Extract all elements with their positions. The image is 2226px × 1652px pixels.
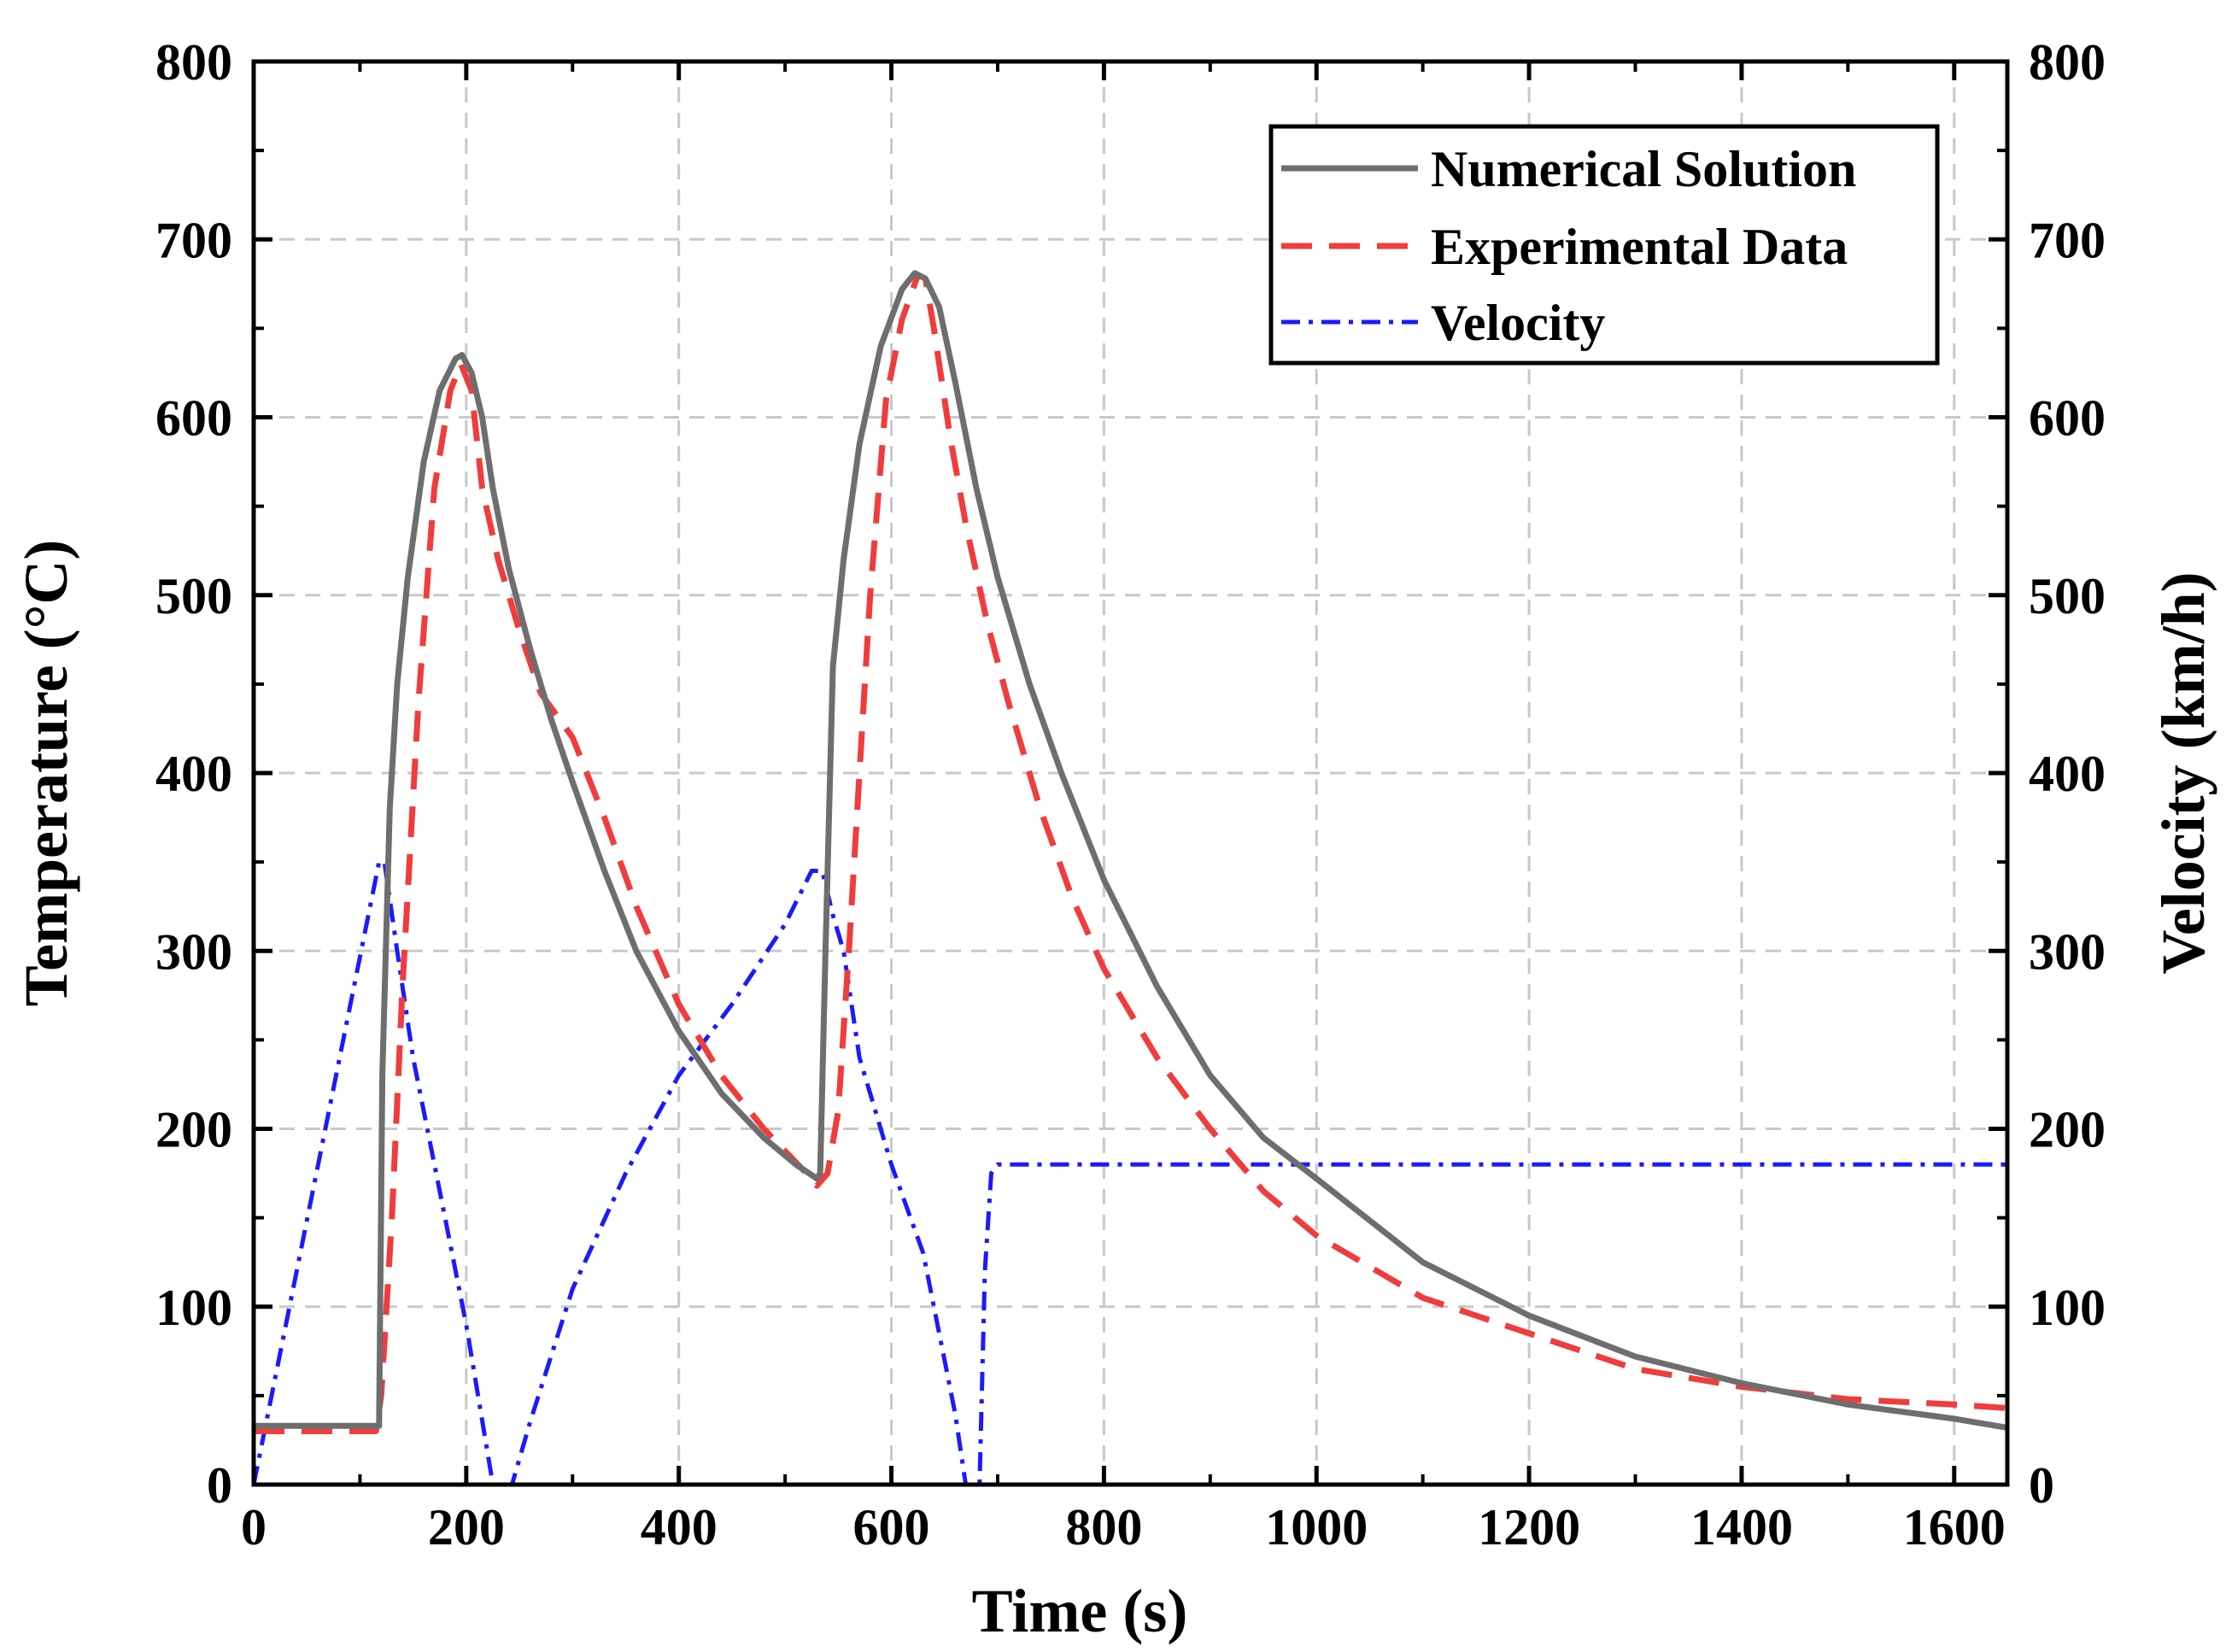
legend-label-numerical: Numerical Solution (1431, 141, 1856, 197)
axis-ticks: 0 200 400 600 800 1000 1200 1400 160001002003004… (155, 34, 2106, 1555)
y2-tick-label: 400 (2029, 746, 2106, 802)
y-tick-label: 400 (155, 746, 232, 802)
y2-axis-title: Velocity (km/h) (2149, 571, 2217, 974)
grid-lines (254, 62, 2007, 1485)
y2-tick-label: 800 (2029, 34, 2106, 91)
x-tick-label: 0 (241, 1499, 267, 1555)
x-tick-label: 1200 (1478, 1499, 1580, 1555)
y-tick-label: 0 (207, 1457, 232, 1514)
y-tick-label: 600 (155, 390, 232, 447)
y-tick-label: 800 (155, 34, 232, 91)
y-tick-label: 700 (155, 212, 232, 268)
x-tick-label: 800 (1065, 1499, 1142, 1555)
y2-tick-label: 500 (2029, 568, 2106, 624)
y-tick-label: 500 (155, 568, 232, 624)
y-axis-title: Temperature (°C) (12, 540, 80, 1007)
x-tick-label: 200 (428, 1499, 505, 1555)
y2-tick-label: 600 (2029, 390, 2106, 447)
legend-label-velocity: Velocity (1431, 295, 1605, 351)
y2-tick-label: 200 (2029, 1102, 2106, 1158)
y2-tick-label: 300 (2029, 923, 2106, 980)
x-axis-title: Time (s) (972, 1577, 1188, 1645)
x-tick-label: 1400 (1690, 1499, 1793, 1555)
y2-tick-label: 700 (2029, 212, 2106, 268)
x-tick-label: 400 (641, 1499, 718, 1555)
y2-tick-label: 0 (2029, 1457, 2054, 1514)
y-tick-label: 200 (155, 1102, 232, 1158)
numerical-solution-line (254, 270, 2008, 1431)
y-tick-label: 100 (155, 1280, 232, 1336)
y2-tick-label: 100 (2029, 1280, 2106, 1336)
legend: Numerical Solution Experimental Data Vel… (1268, 124, 1940, 366)
x-tick-label: 600 (853, 1499, 930, 1555)
experimental-data-line (254, 272, 2008, 1434)
x-tick-label: 1600 (1903, 1499, 2006, 1555)
x-tick-label: 1000 (1265, 1499, 1368, 1555)
legend-label-experimental: Experimental Data (1431, 219, 1848, 275)
y-tick-label: 300 (155, 923, 232, 980)
